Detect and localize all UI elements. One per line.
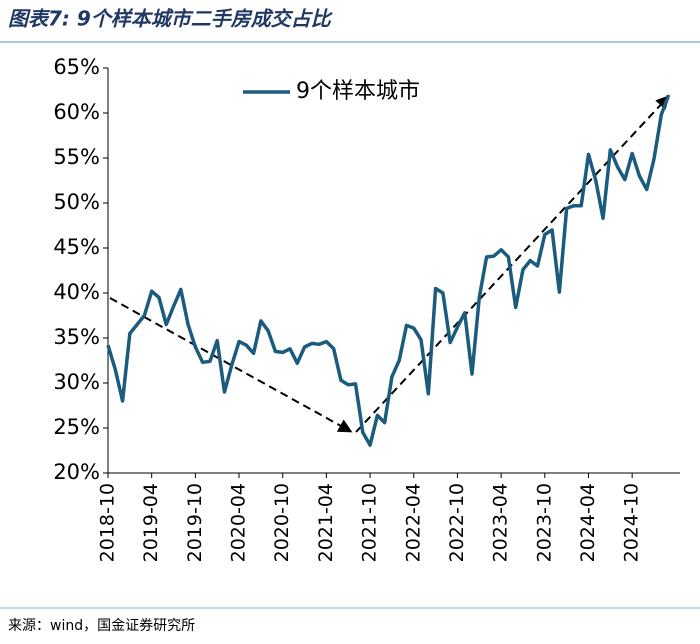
x-tick-label: 2024-10 [621,483,643,562]
x-tick-label: 2020-10 [271,483,293,562]
x-tick-label: 2019-10 [184,483,206,562]
x-tick-label: 2023-10 [533,483,555,562]
x-tick-label: 2019-04 [140,483,162,562]
y-tick-label: 25% [53,415,100,439]
trend-arrow [109,297,353,433]
x-tick-label: 2021-04 [315,483,337,562]
chart-title: 图表7: 9个样本城市二手房成交占比 [8,7,334,31]
legend-label: 9个样本城市 [296,79,420,104]
y-tick-label: 55% [53,145,100,169]
y-tick-label: 60% [53,100,100,124]
y-tick-label: 65% [53,55,100,79]
trend-arrow [355,94,670,433]
x-tick-label: 2020-04 [228,483,250,562]
y-tick-label: 50% [53,190,100,214]
y-tick-label: 40% [53,280,100,304]
y-tick-label: 45% [53,235,100,259]
x-tick-label: 2023-04 [490,483,512,562]
y-tick-label: 20% [53,460,100,484]
source: 来源：wind，国金证券研究所 [8,618,195,634]
y-tick-label: 30% [53,370,100,394]
x-tick-label: 2022-04 [402,483,424,562]
x-tick-label: 2024-04 [577,483,599,562]
x-tick-label: 2022-10 [446,483,468,562]
x-tick-label: 2021-10 [359,483,381,562]
x-tick-label: 2018-10 [97,483,119,562]
data-line [106,94,671,447]
y-tick-label: 35% [53,325,100,349]
